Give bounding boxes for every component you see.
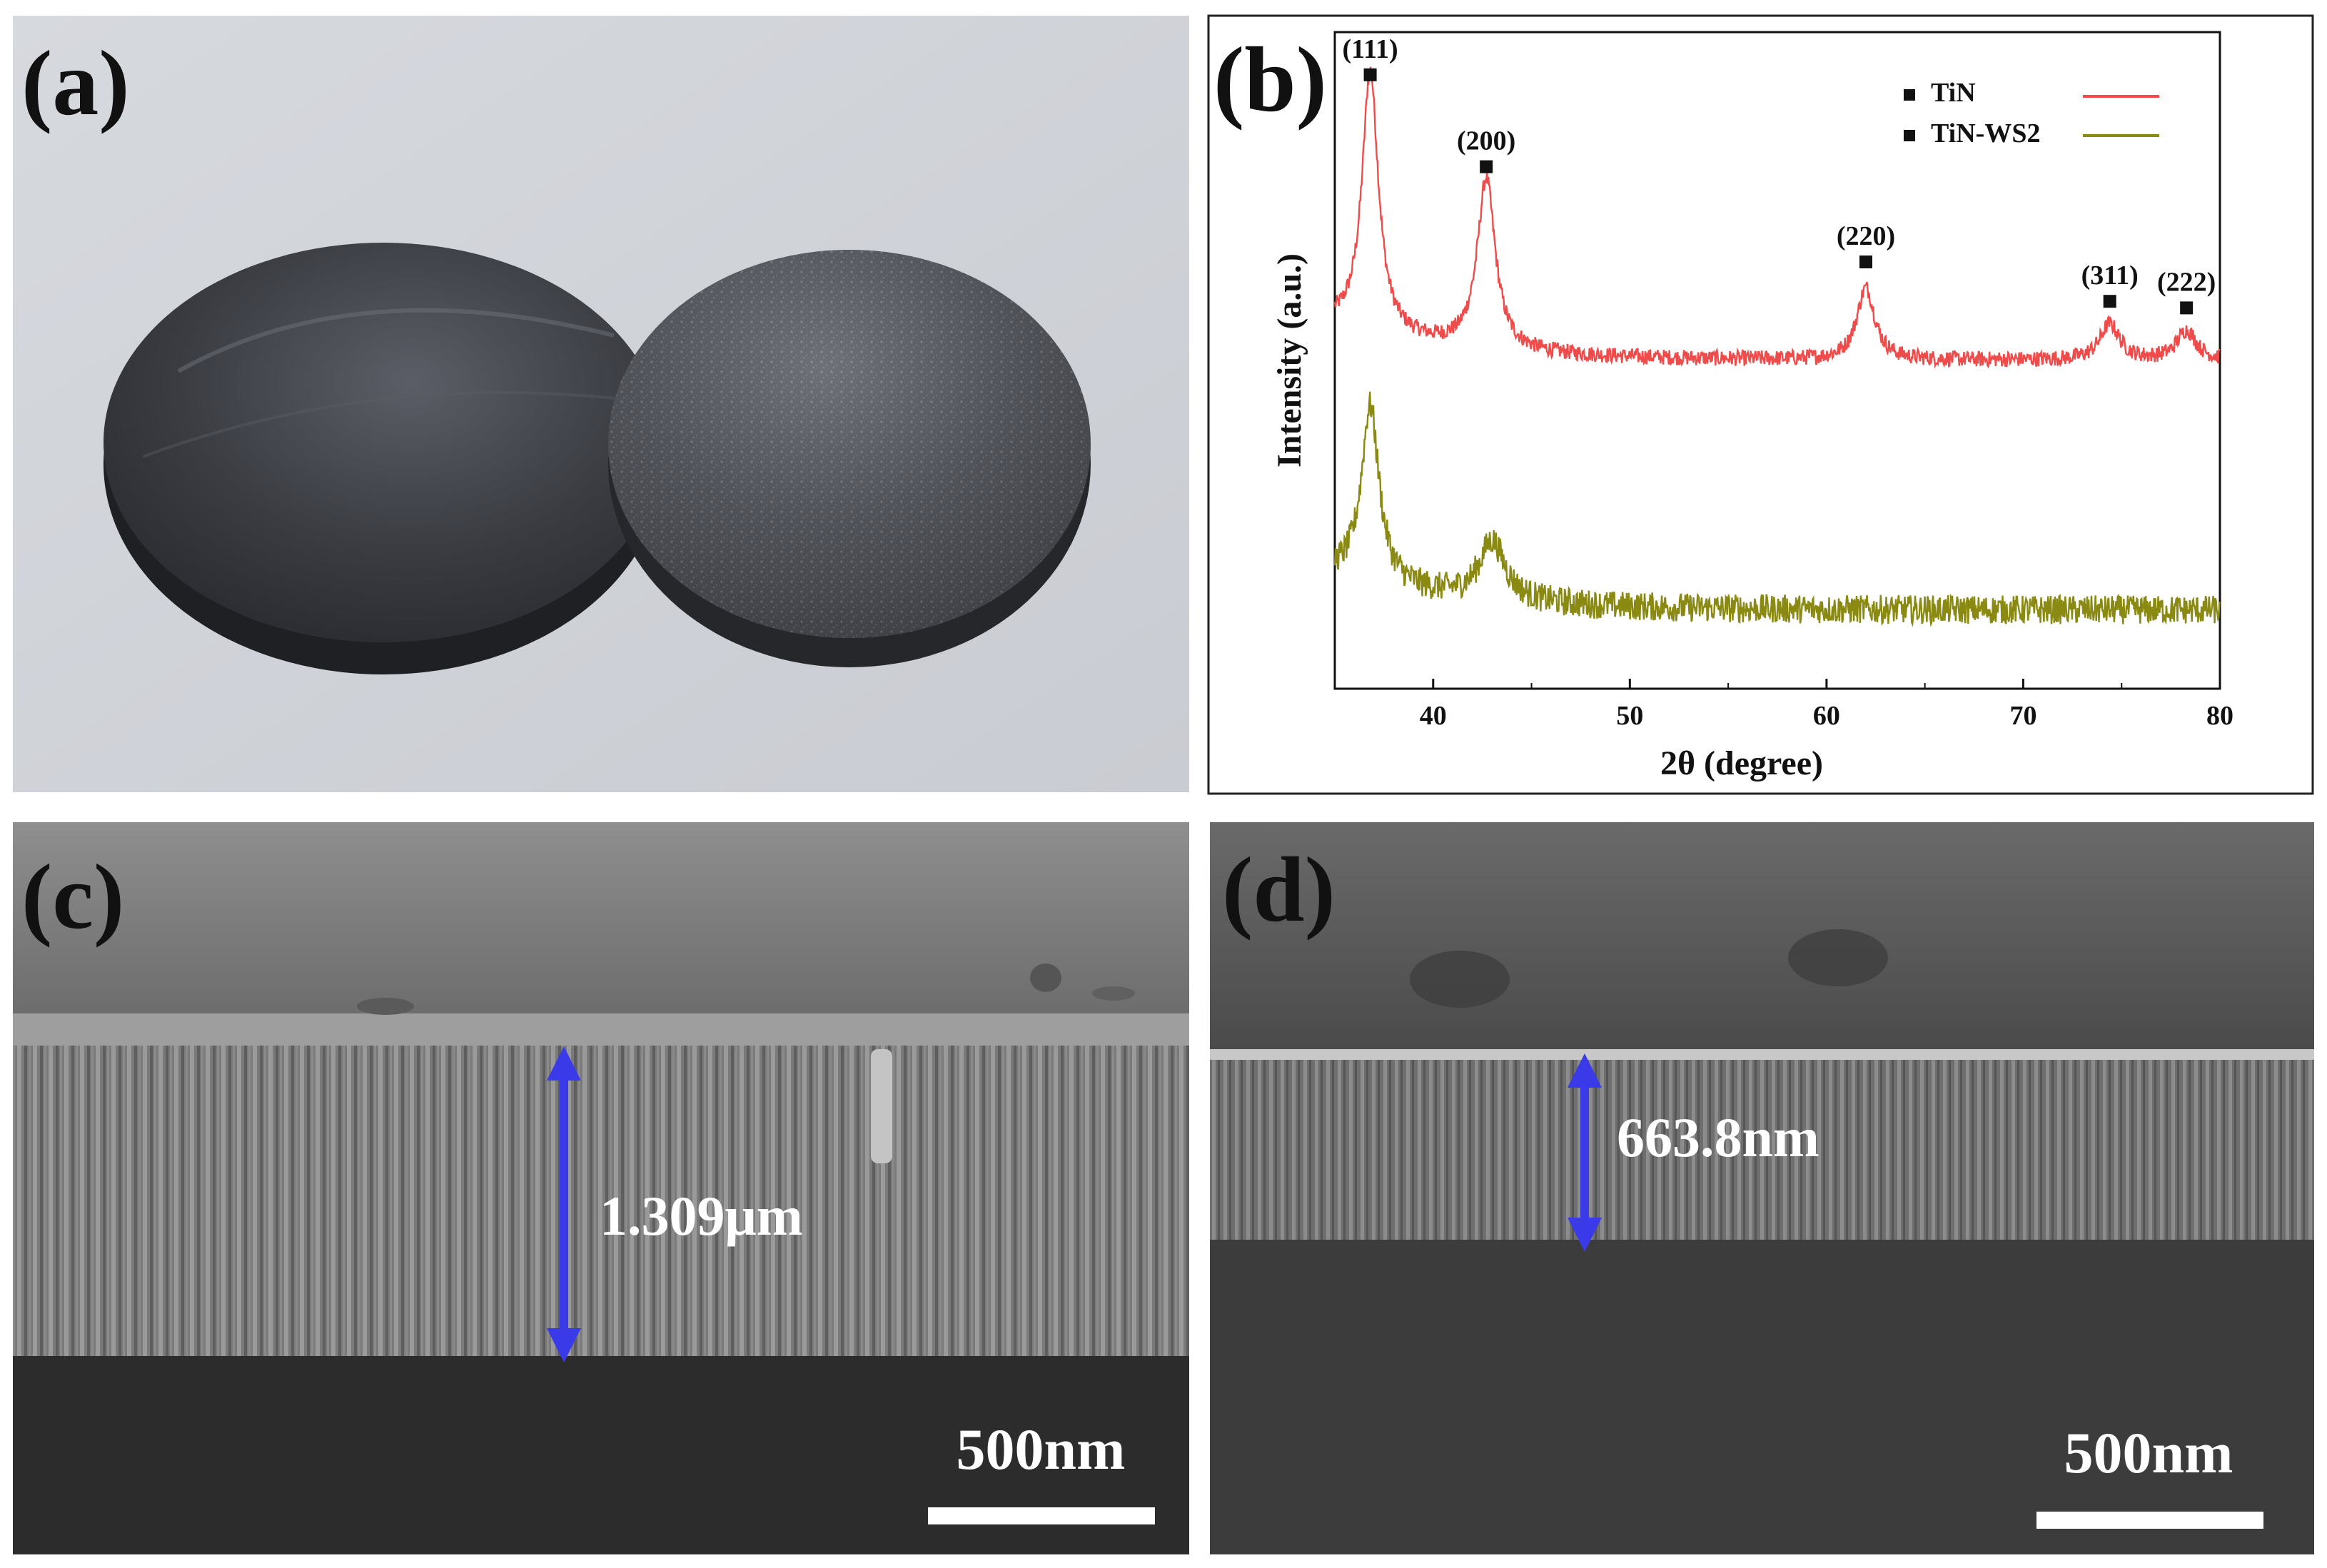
x-axis-label: 2θ (degree) xyxy=(1660,744,1823,782)
x-tick-label: 60 xyxy=(1813,701,1840,731)
disc-left xyxy=(104,243,663,674)
peak-label: (200) xyxy=(1457,126,1515,156)
series-line-tin-ws2 xyxy=(1333,391,2221,627)
peak-label: (311) xyxy=(2081,261,2139,290)
panel-b-border xyxy=(1207,14,2314,795)
panel-c-film xyxy=(13,1046,1189,1360)
surface-particle xyxy=(1030,963,1061,992)
film-bright-streak xyxy=(871,1049,892,1163)
panel-a-label: (a) xyxy=(21,32,130,135)
plot-frame xyxy=(1333,31,2221,690)
surface-shadow xyxy=(1788,929,1888,986)
legend-item-tin-ws2: TiN-WS2 xyxy=(1904,118,2159,148)
thickness-label-d: 663.8nm xyxy=(1617,1106,1819,1168)
panel-b: (b) 40 50 60 70 80 (111) (200) (220) (311) (222)… xyxy=(1207,14,2314,795)
scale-bar-label-c: 500nm xyxy=(956,1417,1126,1482)
peak-marker xyxy=(2103,295,2116,308)
surface-shadow xyxy=(1410,951,1510,1008)
panel-d-film xyxy=(1210,1060,2314,1240)
peak-marker xyxy=(1480,160,1493,173)
surface-particle xyxy=(357,998,414,1015)
peak-marker xyxy=(2180,301,2194,315)
x-tick-label: 80 xyxy=(2206,701,2233,731)
y-axis-label: Intensity (a.u.) xyxy=(1271,253,1308,467)
peak-label: (222) xyxy=(2157,267,2216,297)
scale-bar-d xyxy=(2036,1512,2263,1529)
xrd-chart: 40 50 60 70 80 (111) (200) (220) (311) (222) 2θ … xyxy=(1271,31,2233,782)
panel-c-label: (c) xyxy=(21,846,124,949)
surface-particle xyxy=(1092,986,1135,1001)
panel-d-substrate xyxy=(1210,1240,2314,1554)
legend-marker-tin xyxy=(1904,89,1915,101)
panel-d-label: (d) xyxy=(1222,839,1336,941)
series-layer xyxy=(1333,66,2221,627)
legend: TiN TiN-WS2 xyxy=(1904,78,2159,148)
panel-c-surface xyxy=(13,1013,1189,1049)
panel-c-top xyxy=(13,822,1189,1029)
x-tick-label: 70 xyxy=(2009,701,2036,731)
series-line-tin xyxy=(1333,66,2221,369)
legend-marker-tin-ws2 xyxy=(1904,130,1915,141)
legend-label-tin-ws2: TiN-WS2 xyxy=(1931,118,2040,148)
peak-label: (111) xyxy=(1343,34,1398,64)
x-tick-label: 50 xyxy=(1616,701,1643,731)
thickness-label-c: 1.309μm xyxy=(600,1185,803,1247)
panel-d-surface xyxy=(1210,1049,2314,1061)
panel-c: 1.309μm 500nm (c) xyxy=(13,822,1189,1554)
scale-bar-label-d: 500nm xyxy=(2064,1420,2233,1485)
legend-item-tin: TiN xyxy=(1904,78,2159,108)
legend-label-tin: TiN xyxy=(1931,78,1976,108)
x-axis: 40 50 60 70 80 xyxy=(1334,679,2233,731)
peak-annotations: (111) (200) (220) (311) (222) xyxy=(1343,34,2216,315)
disc-right xyxy=(608,250,1091,667)
peak-label: (220) xyxy=(1837,221,1895,251)
panel-b-label: (b) xyxy=(1213,29,1327,131)
peak-marker xyxy=(1363,68,1377,81)
panel-a: (a) xyxy=(13,16,1189,792)
x-tick-label: 40 xyxy=(1420,701,1447,731)
peak-marker xyxy=(1859,256,1872,268)
scale-bar-c xyxy=(928,1507,1155,1524)
panel-d: 663.8nm 500nm (d) xyxy=(1210,822,2314,1554)
panel-d-top xyxy=(1210,822,2314,1054)
